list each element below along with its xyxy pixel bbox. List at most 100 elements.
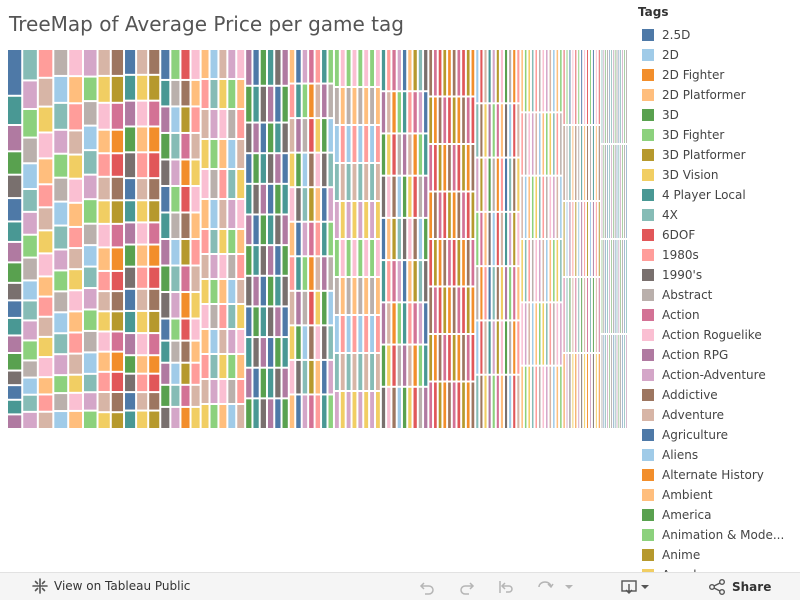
treemap-cell[interactable] [69,249,82,269]
treemap-cell[interactable] [181,407,190,428]
treemap-cell[interactable] [418,50,423,91]
treemap-cell[interactable] [452,335,456,381]
treemap-cell[interactable] [566,354,568,428]
treemap-cell[interactable] [111,130,124,153]
treemap-cell[interactable] [125,179,136,200]
treemap-cell[interactable] [98,271,110,291]
treemap-cell[interactable] [517,104,520,157]
treemap-cell[interactable] [275,368,281,398]
treemap-cell[interactable] [513,321,516,374]
treemap-cell[interactable] [438,382,442,429]
treemap-cell[interactable] [322,360,327,394]
treemap-cell[interactable] [191,50,200,79]
treemap-cell[interactable] [413,261,417,302]
treemap-cell[interactable] [149,356,160,373]
treemap-cell[interactable] [260,338,266,367]
treemap-cell[interactable] [364,164,369,200]
treemap-cell[interactable] [8,152,22,174]
treemap-cell[interactable] [578,354,580,428]
treemap-cell[interactable] [531,50,534,112]
treemap-cell[interactable] [149,201,160,222]
treemap-cell[interactable] [171,160,180,185]
treemap-cell[interactable] [553,113,555,175]
treemap-cell[interactable] [572,126,574,200]
treemap-cell[interactable] [69,270,82,290]
treemap-cell[interactable] [517,212,520,266]
treemap-cell[interactable] [302,291,308,325]
treemap-cell[interactable] [54,130,68,153]
treemap-cell[interactable] [38,317,53,336]
treemap-cell[interactable] [161,240,170,265]
treemap-cell[interactable] [282,123,288,153]
treemap-cell[interactable] [111,50,124,75]
treemap-cell[interactable] [575,278,577,352]
treemap-cell[interactable] [492,375,495,428]
treemap-cell[interactable] [210,170,218,198]
treemap-cell[interactable] [83,411,97,428]
treemap-cell[interactable] [402,345,407,386]
treemap-cell[interactable] [219,50,227,78]
treemap-cell[interactable] [592,278,594,352]
treemap-cell[interactable] [513,267,516,320]
treemap-cell[interactable] [549,366,552,428]
treemap-cell[interactable] [69,333,82,353]
treemap-cell[interactable] [364,354,369,390]
treemap-cell[interactable] [149,334,160,355]
treemap-cell[interactable] [616,335,618,428]
treemap-cell[interactable] [471,287,475,334]
treemap-cell[interactable] [8,222,22,241]
treemap-cell[interactable] [392,261,396,302]
treemap-cell[interactable] [392,134,396,175]
treemap-cell[interactable] [8,263,22,282]
treemap-cell[interactable] [309,84,314,118]
treemap-cell[interactable] [282,276,288,306]
treemap-cell[interactable] [334,126,339,162]
treemap-cell[interactable] [289,50,295,83]
treemap-cell[interactable] [246,399,252,428]
treemap-cell[interactable] [524,366,527,428]
treemap-cell[interactable] [246,307,252,337]
treemap-cell[interactable] [476,158,479,211]
treemap-cell[interactable] [524,176,527,238]
treemap-cell[interactable] [83,224,97,245]
treemap-cell[interactable] [237,330,245,353]
treemap-cell[interactable] [566,202,568,276]
treemap-cell[interactable] [626,145,627,238]
treemap-cell[interactable] [69,77,82,103]
treemap-cell[interactable] [315,257,321,290]
treemap-cell[interactable] [267,86,274,122]
treemap-cell[interactable] [476,50,479,103]
treemap-cell[interactable] [553,303,555,365]
treemap-cell[interactable] [402,303,407,344]
treemap-cell[interactable] [578,278,580,352]
treemap-cell[interactable] [471,145,475,191]
treemap-cell[interactable] [54,334,68,354]
treemap-cell[interactable] [408,387,412,428]
treemap-cell[interactable] [462,240,465,286]
treemap-cell[interactable] [334,202,339,238]
treemap-cell[interactable] [315,222,321,256]
treemap-cell[interactable] [69,155,82,178]
legend-item[interactable]: Adventure [638,405,788,425]
treemap-cell[interactable] [500,375,503,428]
treemap-cell[interactable] [581,50,583,124]
treemap-cell[interactable] [402,176,407,217]
treemap-cell[interactable] [340,202,345,238]
treemap-cell[interactable] [581,202,583,276]
treemap-cell[interactable] [149,223,160,244]
treemap-cell[interactable] [137,356,148,373]
legend-item[interactable]: Agriculture [638,425,788,445]
treemap-cell[interactable] [137,101,148,126]
treemap-cell[interactable] [466,382,470,429]
treemap-cell[interactable] [598,354,600,428]
treemap-cell[interactable] [402,387,407,428]
treemap-cell[interactable] [322,50,327,83]
treemap-cell[interactable] [83,126,97,150]
treemap-cell[interactable] [237,200,245,228]
treemap-cell[interactable] [581,354,583,428]
treemap-cell[interactable] [528,50,530,112]
treemap-cell[interactable] [513,158,516,211]
treemap-cell[interactable] [125,334,136,355]
treemap-cell[interactable] [23,281,37,300]
treemap-cell[interactable] [556,176,559,238]
